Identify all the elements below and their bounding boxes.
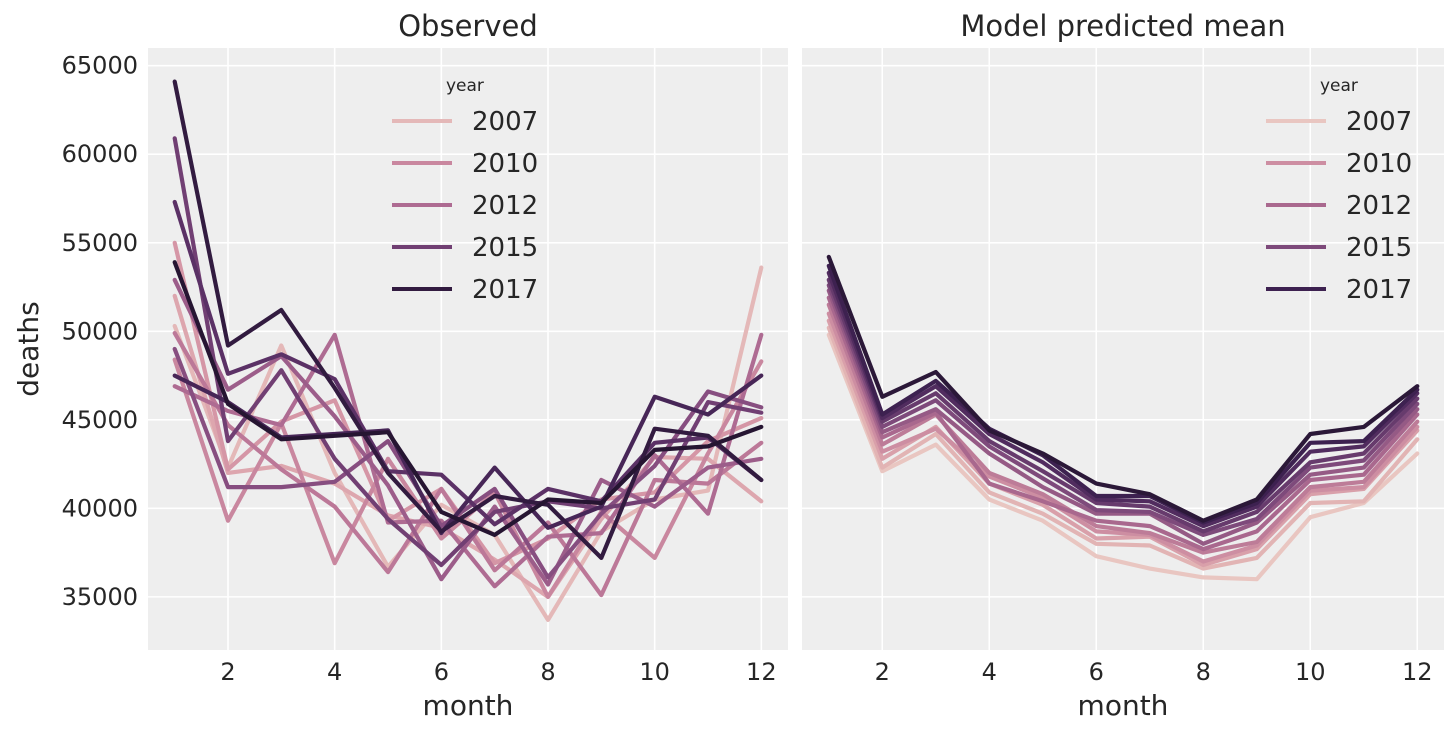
legend-title: year [1320,76,1358,96]
x-tick-label: 4 [982,658,997,686]
x-tick-label: 12 [1402,658,1433,686]
x-tick-label: 8 [1196,658,1211,686]
x-tick-label: 10 [1295,658,1326,686]
series-line-2015 [172,136,764,568]
series-line-2012 [172,332,764,589]
legend-entry-label: 2012 [472,191,538,221]
series-line-year-9 [826,270,1420,529]
y-tick-label: 65000 [62,52,138,80]
legend-entry-label: 2010 [1346,149,1412,179]
legend-title: year [446,76,484,96]
x-tick-label: 10 [639,658,670,686]
y-tick-label: 45000 [62,406,138,434]
series-line-2010 [826,311,1420,564]
legend-entry-label: 2007 [472,107,538,137]
series-line-year-6 [826,288,1420,546]
predicted-panel: Model predicted mean month 2 4 6 8 10 12 year… [802,9,1444,722]
observed-lines [172,79,764,623]
x-tick-label: 6 [1089,658,1104,686]
legend-entry-label: 2017 [472,275,538,305]
legend-entry-label: 2017 [1346,275,1412,305]
x-tick-label: 6 [434,658,449,686]
legend-entry-label: 2007 [1346,107,1412,137]
legend-entry-label: 2015 [472,233,538,263]
series-line-2017 [826,263,1420,525]
predicted-x-axis-label: month [1078,689,1169,722]
observed-legend: year 2007 2010 2012 2015 2017 [392,76,538,305]
y-tick-label: 50000 [62,317,138,345]
series-line-2012 [826,295,1420,552]
predicted-x-ticks: 2 4 6 8 10 12 [875,658,1433,686]
x-tick-label: 4 [327,658,342,686]
y-tick-label: 55000 [62,229,138,257]
series-line-year-4 [826,302,1420,555]
legend-entry-label: 2010 [472,149,538,179]
series-line-2017 [172,79,764,561]
series-line-year-1 [826,325,1420,571]
observed-plot-area [148,48,788,650]
predicted-lines [826,254,1420,582]
y-axis-label: deaths [12,301,45,396]
observed-x-axis-label: month [423,689,514,722]
predicted-gridlines [802,48,1444,650]
observed-gridlines [148,48,788,650]
predicted-plot-area [802,48,1444,650]
series-line-year-11 [826,254,1420,523]
legend-entry-label: 2012 [1346,191,1412,221]
series-line-2015 [826,283,1420,538]
series-line-year-8 [826,277,1420,534]
series-line-year-6 [172,277,764,587]
x-tick-label: 8 [540,658,555,686]
x-tick-label: 2 [875,658,890,686]
y-tick-label: 40000 [62,494,138,522]
legend-entry-label: 2015 [1346,233,1412,263]
observed-title: Observed [398,9,538,43]
predicted-title: Model predicted mean [960,9,1285,43]
y-tick-label: 60000 [62,140,138,168]
y-tick-label: 35000 [62,583,138,611]
x-tick-label: 2 [220,658,235,686]
predicted-legend: year 2007 2010 2012 2015 2017 [1266,76,1412,305]
observed-panel: Observed month deaths 2 4 6 8 10 12 35000 4000… [12,9,788,722]
series-line-2007 [826,332,1420,582]
observed-x-ticks: 2 4 6 8 10 12 [220,658,776,686]
series-line-year-12 [172,260,764,538]
series-line-year-7 [172,346,764,580]
observed-y-ticks: 35000 40000 45000 50000 55000 60000 65000 [62,52,138,611]
x-tick-label: 12 [746,658,777,686]
